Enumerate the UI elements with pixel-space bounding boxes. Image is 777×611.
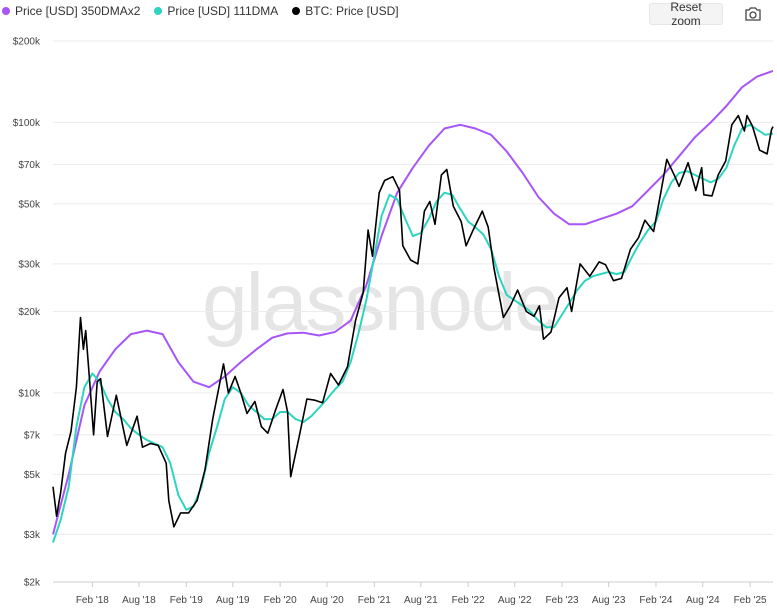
grid-lines bbox=[53, 40, 773, 583]
y-tick-label: $2k bbox=[24, 578, 41, 589]
x-tick-label: Feb '18 bbox=[76, 595, 109, 606]
y-axis: $200k $100k $70k $50k $30k $20k $10k $7k $5k $3k $… bbox=[13, 37, 41, 589]
y-tick-label: $50k bbox=[18, 199, 41, 210]
x-tick-label: Aug '18 bbox=[122, 595, 156, 606]
x-tick-label: Feb '20 bbox=[264, 595, 297, 606]
y-tick-label: $5k bbox=[24, 470, 41, 481]
y-tick-label: $20k bbox=[18, 307, 41, 318]
legend-label-111dma: Price [USD] 111DMA bbox=[167, 4, 279, 18]
legend-item-350dma[interactable]: Price [USD] 350DMAx2 bbox=[2, 4, 140, 18]
x-tick-label: Aug '23 bbox=[592, 595, 626, 606]
y-tick-label: $7k bbox=[24, 430, 41, 441]
series-lines bbox=[52, 69, 774, 543]
x-tick-label: Feb '24 bbox=[639, 595, 672, 606]
y-tick-label: $10k bbox=[18, 388, 41, 399]
y-tick-label: $100k bbox=[13, 118, 41, 129]
y-tick-label: $3k bbox=[24, 530, 41, 541]
reset-zoom-button[interactable]: Reset zoom bbox=[649, 0, 723, 28]
legend-item-btc-price[interactable]: BTC: Price [USD] bbox=[292, 4, 399, 18]
y-tick-label: $70k bbox=[18, 160, 41, 171]
y-tick-label: $30k bbox=[18, 259, 41, 270]
x-tick-label: Aug '19 bbox=[216, 595, 250, 606]
legend-dot-btc-price bbox=[292, 7, 301, 15]
legend-item-111dma[interactable]: Price [USD] 111DMA bbox=[154, 4, 278, 18]
x-tick-label: Feb '22 bbox=[452, 595, 485, 606]
legend-label-350dma: Price [USD] 350DMAx2 bbox=[15, 4, 141, 18]
x-tick-label: Aug '20 bbox=[310, 595, 344, 606]
x-tick-label: Feb '23 bbox=[546, 595, 579, 606]
camera-icon[interactable] bbox=[744, 6, 762, 22]
watermark-text: glassnode bbox=[202, 257, 558, 348]
y-tick-label: $200k bbox=[13, 37, 41, 48]
series-btc-price-line bbox=[52, 114, 774, 528]
legend-dot-350dma bbox=[2, 7, 10, 15]
series-350dma-line bbox=[52, 69, 774, 535]
x-tick-label: Aug '21 bbox=[404, 595, 438, 606]
x-tick-label: Feb '25 bbox=[734, 595, 767, 606]
x-axis: Feb '18 Aug '18 Feb '19 Aug '19 Feb '20 Aug '… bbox=[53, 581, 773, 606]
x-tick-label: Feb '19 bbox=[170, 595, 203, 606]
series-111dma-line bbox=[52, 123, 774, 543]
legend-label-btc-price: BTC: Price [USD] bbox=[305, 4, 399, 18]
legend: Price [USD] 350DMAx2 Price [USD] 111DMA … bbox=[0, 0, 399, 22]
x-tick-label: Aug '24 bbox=[686, 595, 720, 606]
x-tick-label: Feb '21 bbox=[358, 595, 391, 606]
x-tick-label: Aug '22 bbox=[498, 595, 532, 606]
legend-dot-111dma bbox=[154, 7, 163, 15]
